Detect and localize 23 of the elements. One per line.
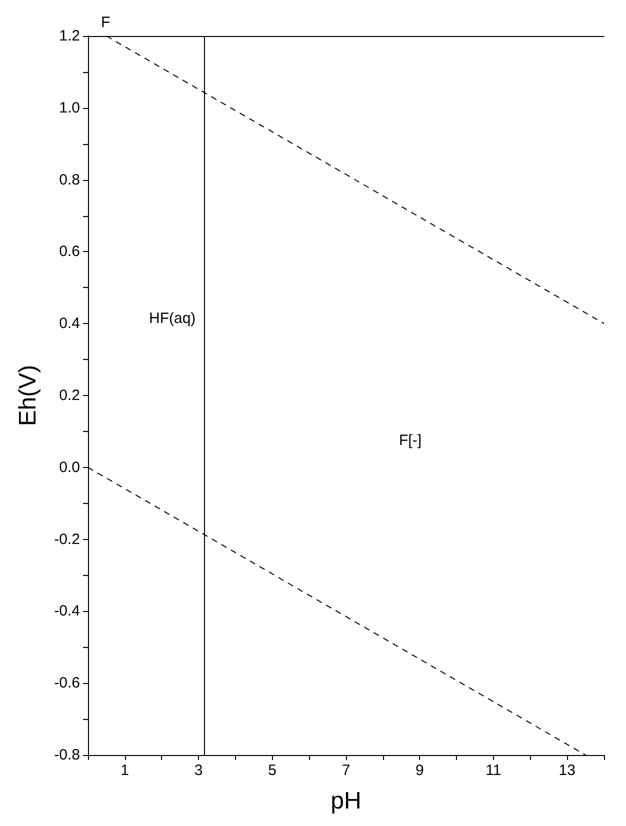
x-tick-label: 7 xyxy=(342,762,350,779)
x-tick-label: 13 xyxy=(558,762,576,779)
x-tick-label: 1 xyxy=(120,762,130,779)
y-tick-label: -0.2 xyxy=(54,530,80,548)
x-tick-label: 5 xyxy=(268,762,276,779)
y-tick-label: 1.2 xyxy=(59,28,80,44)
y-tick-label: 1.0 xyxy=(59,99,80,116)
y-tick-label: 0.4 xyxy=(59,315,80,332)
annotation: F[-] xyxy=(399,432,422,449)
y-tick-label: 0.8 xyxy=(59,171,80,188)
x-tick-label: 9 xyxy=(416,762,424,779)
y-tick-label: -0.4 xyxy=(54,602,80,620)
x-tick-label: 3 xyxy=(194,762,203,779)
y-tick-label: 0.2 xyxy=(59,387,80,404)
y-tick-label: 0.6 xyxy=(59,243,80,260)
y-tick-label: 0.0 xyxy=(59,458,80,476)
x-tick-label: 11 xyxy=(486,762,502,779)
annotation: HF(aq) xyxy=(149,310,196,327)
y-tick-label: -0.6 xyxy=(54,674,80,692)
x-axis-title: pH xyxy=(330,788,362,814)
y-axis-title: Eh(V) xyxy=(14,364,42,426)
y-tick-label: -0.8 xyxy=(54,746,80,764)
chart-title: F xyxy=(101,14,110,31)
